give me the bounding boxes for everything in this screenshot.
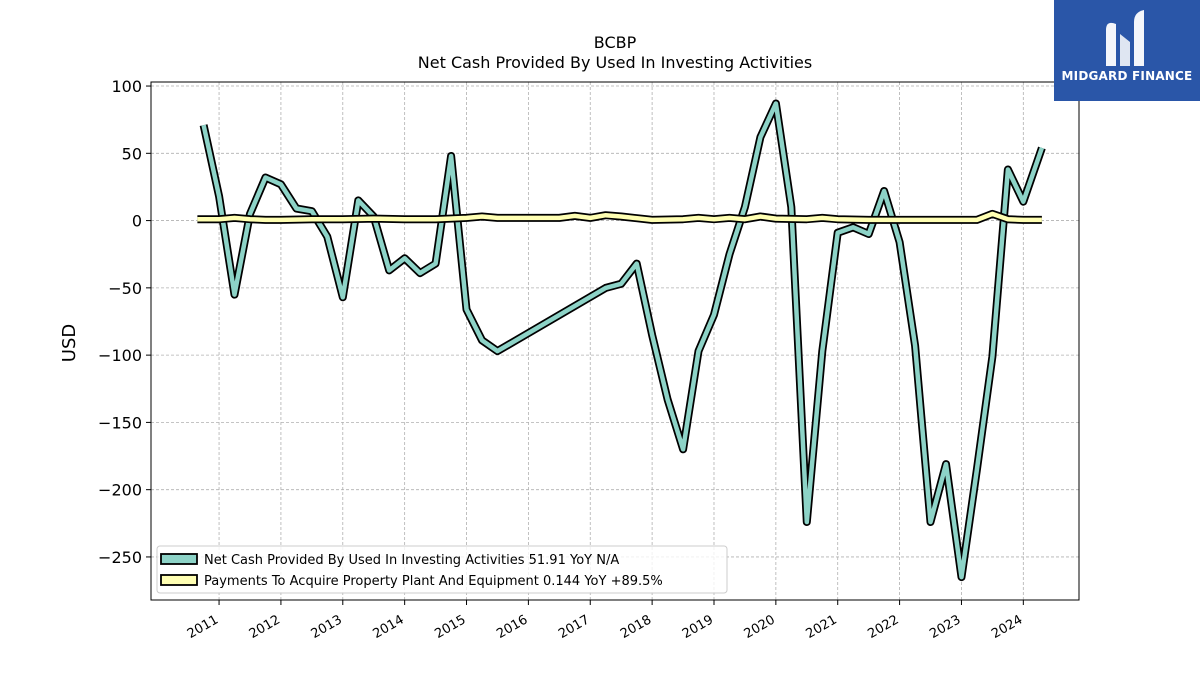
y-tick-label: −100	[98, 346, 142, 365]
y-axis: 100 50 0 −50 −100 −150 −200 −250	[98, 77, 151, 567]
y-tick-label: 50	[122, 144, 142, 163]
x-tick-label: 2017	[556, 612, 592, 642]
x-tick-label: 2016	[494, 612, 530, 642]
x-tick-label: 2019	[680, 612, 716, 642]
x-tick-label: 2024	[989, 612, 1025, 642]
y-tick-label: −250	[98, 548, 142, 567]
y-tick-label: −200	[98, 481, 142, 500]
legend-box	[156, 545, 728, 594]
x-tick-label: 2014	[370, 612, 406, 642]
legend-label: Net Cash Provided By Used In Investing A…	[204, 553, 619, 568]
y-tick-label: 100	[111, 77, 142, 96]
legend-swatch	[160, 574, 198, 586]
logo-mark-icon	[1106, 10, 1144, 66]
legend-label: Payments To Acquire Property Plant And E…	[204, 574, 663, 589]
chart-subtitle: Net Cash Provided By Used In Investing A…	[418, 53, 812, 72]
logo-text: MIDGARD FINANCE	[1061, 69, 1193, 83]
midgard-finance-logo: MIDGARD FINANCE	[1054, 0, 1200, 101]
legend-swatch	[160, 553, 198, 565]
x-tick-label: 2020	[742, 612, 778, 642]
chart-title: BCBP	[594, 33, 637, 52]
x-tick-label: 2012	[247, 612, 283, 642]
series-1	[199, 99, 1046, 582]
y-tick-label: 0	[132, 212, 142, 231]
series-1-line	[201, 101, 1045, 580]
series-2-line	[197, 211, 1042, 223]
x-tick-label: 2022	[865, 612, 901, 642]
x-tick-label: 2021	[804, 612, 840, 642]
x-tick-label: 2018	[618, 612, 654, 642]
y-tick-label: −50	[108, 279, 142, 298]
y-axis-label: USD	[59, 324, 80, 362]
series-2	[197, 209, 1042, 224]
x-axis: 2011 2012 2013 2014 2015 2016 2017 2018 2019 2020…	[185, 600, 1025, 642]
series-layer	[197, 99, 1046, 582]
legend: Net Cash Provided By Used In Investing A…	[156, 545, 728, 594]
y-tick-label: −150	[98, 413, 142, 432]
grid	[151, 82, 1079, 600]
plot-area	[150, 81, 1080, 601]
x-tick-label: 2013	[309, 612, 345, 642]
x-tick-label: 2015	[432, 612, 468, 642]
x-tick-label: 2023	[927, 612, 963, 642]
x-tick-label: 2011	[185, 612, 221, 642]
